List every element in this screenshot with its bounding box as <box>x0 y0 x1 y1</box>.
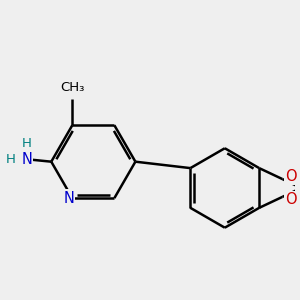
Text: CH₃: CH₃ <box>60 81 85 94</box>
Text: O: O <box>285 192 296 207</box>
Text: H: H <box>22 137 32 150</box>
Text: N: N <box>21 152 32 167</box>
Text: N: N <box>63 190 74 206</box>
Text: H: H <box>5 153 15 167</box>
Text: O: O <box>285 169 296 184</box>
